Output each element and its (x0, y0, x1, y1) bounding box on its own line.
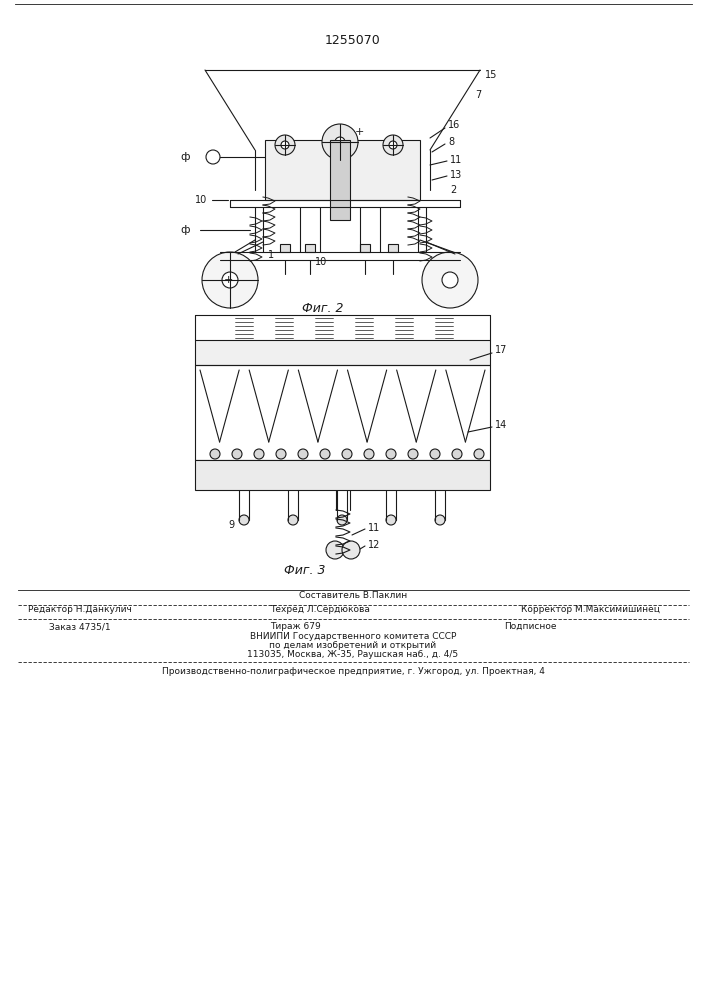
Text: ф: ф (180, 225, 189, 235)
Text: 2: 2 (450, 185, 456, 195)
Circle shape (364, 449, 374, 459)
Bar (330, 140, 350, 220)
Circle shape (239, 515, 249, 525)
Circle shape (276, 449, 286, 459)
Text: 15: 15 (485, 70, 498, 80)
Text: 16: 16 (448, 120, 460, 130)
Text: Подписное: Подписное (504, 622, 556, 631)
Circle shape (326, 541, 344, 559)
Text: 14: 14 (495, 420, 507, 430)
Text: Фиг. 3: Фиг. 3 (284, 564, 326, 576)
Text: Редактор Н.Данкулич: Редактор Н.Данкулич (28, 605, 132, 614)
Circle shape (335, 137, 345, 147)
Text: Заказ 4735/1: Заказ 4735/1 (49, 622, 111, 631)
Circle shape (254, 449, 264, 459)
Text: 10: 10 (195, 195, 207, 205)
Circle shape (275, 135, 295, 155)
Text: ВНИИПИ Государственного комитета СССР: ВНИИПИ Государственного комитета СССР (250, 632, 456, 641)
Circle shape (474, 449, 484, 459)
Circle shape (452, 449, 462, 459)
Circle shape (342, 449, 352, 459)
Text: +: + (224, 275, 233, 285)
Text: 9: 9 (228, 520, 234, 530)
Text: 1255070: 1255070 (325, 33, 381, 46)
Circle shape (298, 449, 308, 459)
Text: 12: 12 (368, 540, 380, 550)
Circle shape (386, 449, 396, 459)
Circle shape (342, 541, 360, 559)
Circle shape (210, 449, 220, 459)
Text: 7: 7 (475, 90, 481, 100)
Text: Корректор М.Максимишинец: Корректор М.Максимишинец (520, 605, 660, 614)
Text: 17: 17 (495, 345, 508, 355)
Circle shape (337, 515, 347, 525)
Bar (195, 460, 490, 490)
Circle shape (281, 141, 289, 149)
Circle shape (222, 272, 238, 288)
Text: по делам изобретений и открытий: по делам изобретений и открытий (269, 641, 436, 650)
Bar (265, 140, 420, 200)
Bar (280, 244, 290, 252)
Circle shape (322, 124, 358, 160)
Circle shape (288, 515, 298, 525)
Text: 1: 1 (268, 250, 274, 260)
Circle shape (435, 515, 445, 525)
Text: Производственно-полиграфическое предприятие, г. Ужгород, ул. Проектная, 4: Производственно-полиграфическое предприя… (162, 667, 544, 676)
Text: Фиг. 2: Фиг. 2 (303, 302, 344, 314)
Text: Составитель В.Паклин: Составитель В.Паклин (299, 590, 407, 599)
Circle shape (430, 449, 440, 459)
Circle shape (232, 449, 242, 459)
Circle shape (383, 135, 403, 155)
Text: 10: 10 (315, 257, 327, 267)
Text: ф: ф (180, 152, 189, 162)
Bar (305, 244, 315, 252)
Circle shape (386, 515, 396, 525)
Text: 13: 13 (450, 170, 462, 180)
Circle shape (389, 141, 397, 149)
Bar (195, 340, 490, 365)
Text: Техред Л.Сердюкова: Техред Л.Сердюкова (270, 605, 370, 614)
Bar (388, 244, 398, 252)
Text: 11: 11 (450, 155, 462, 165)
Text: 8: 8 (448, 137, 454, 147)
Circle shape (422, 252, 478, 308)
Bar (195, 365, 490, 460)
Text: +: + (355, 127, 364, 137)
Circle shape (442, 272, 458, 288)
Text: Тираж 679: Тираж 679 (269, 622, 320, 631)
Circle shape (320, 449, 330, 459)
Text: 11: 11 (368, 523, 380, 533)
Circle shape (408, 449, 418, 459)
Bar (360, 244, 370, 252)
Circle shape (202, 252, 258, 308)
Text: 113035, Москва, Ж-35, Раушская наб., д. 4/5: 113035, Москва, Ж-35, Раушская наб., д. … (247, 650, 459, 659)
